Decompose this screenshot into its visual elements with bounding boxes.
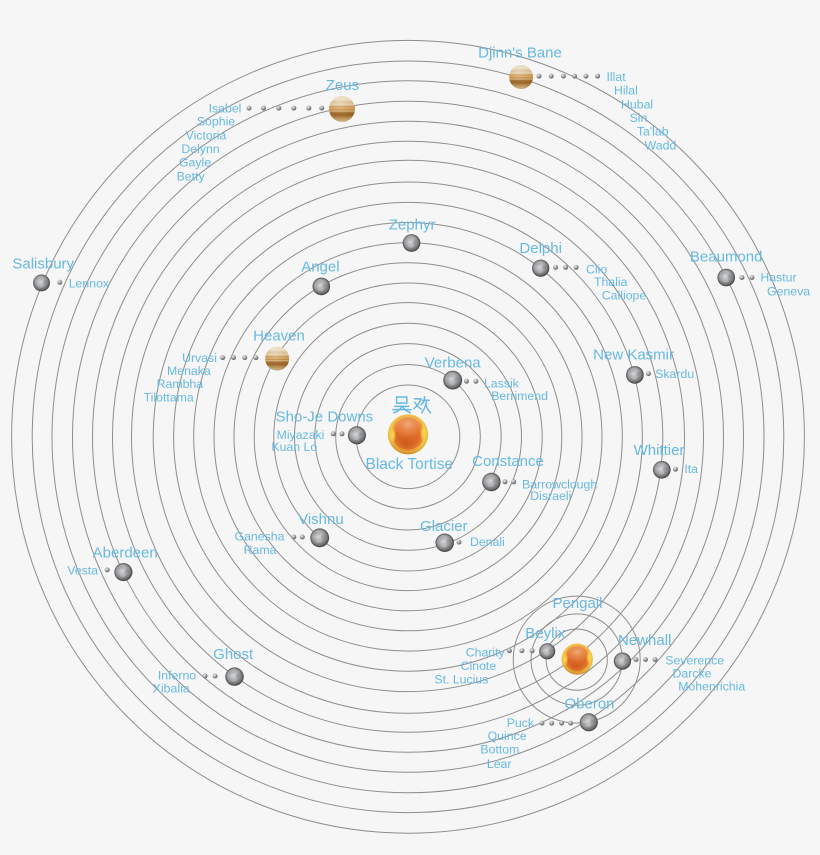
svg-text:Charity: Charity: [466, 646, 506, 660]
svg-text:Betty: Betty: [177, 170, 206, 184]
svg-text:Ita: Ita: [684, 462, 698, 476]
svg-text:Delynn: Delynn: [181, 142, 219, 156]
svg-text:Ta'lab: Ta'lab: [637, 125, 669, 139]
svg-text:Hilal: Hilal: [614, 84, 638, 98]
svg-text:Puck: Puck: [507, 716, 535, 730]
svg-text:Rambha: Rambha: [157, 377, 204, 391]
svg-text:Sophie: Sophie: [197, 115, 235, 129]
svg-text:Hubal: Hubal: [621, 97, 653, 111]
svg-text:Clio: Clio: [586, 263, 607, 277]
svg-text:Xibalia: Xibalia: [153, 682, 190, 696]
svg-text:Vishnu: Vishnu: [298, 511, 344, 528]
svg-text:Zephyr: Zephyr: [389, 217, 436, 234]
svg-text:Miyazaki: Miyazaki: [277, 428, 325, 442]
svg-text:Ganesha: Ganesha: [235, 530, 285, 544]
svg-text:Newhall: Newhall: [618, 632, 671, 649]
svg-text:Victoria: Victoria: [186, 129, 227, 143]
svg-text:Mohenrichia: Mohenrichia: [678, 680, 745, 694]
svg-text:Darcke: Darcke: [673, 666, 712, 680]
svg-text:Tilottama: Tilottama: [144, 390, 194, 404]
svg-text:Lassik: Lassik: [484, 376, 520, 390]
svg-text:Quince: Quince: [488, 729, 527, 743]
svg-text:Isabel: Isabel: [209, 102, 242, 116]
svg-text:Kuan Lo: Kuan Lo: [271, 440, 317, 454]
svg-text:Lennox: Lennox: [69, 276, 110, 290]
svg-text:Djinn's Bane: Djinn's Bane: [478, 45, 562, 62]
svg-text:Whittier: Whittier: [634, 442, 685, 459]
svg-text:Calliope: Calliope: [602, 288, 647, 302]
svg-text:Vesta: Vesta: [67, 563, 98, 577]
svg-text:Heaven: Heaven: [253, 328, 305, 345]
svg-text:Zeus: Zeus: [326, 77, 359, 94]
svg-text:Denali: Denali: [470, 535, 505, 549]
svg-text:Oberon: Oberon: [564, 696, 614, 713]
svg-text:Bottom: Bottom: [480, 743, 519, 757]
svg-text:Aberdeen: Aberdeen: [93, 544, 158, 561]
svg-text:Black Tortise: Black Tortise: [366, 456, 454, 473]
svg-text:Wadd: Wadd: [645, 138, 677, 152]
svg-text:Cinote: Cinote: [461, 659, 497, 673]
svg-text:Verbena: Verbena: [425, 355, 482, 372]
svg-text:New Kasmir: New Kasmir: [593, 346, 674, 363]
svg-text:Glacier: Glacier: [420, 518, 468, 535]
svg-text:Urvasi: Urvasi: [182, 351, 217, 365]
svg-text:Lear: Lear: [487, 757, 512, 771]
svg-text:Barrowclough: Barrowclough: [522, 477, 597, 491]
svg-text:Salisbury: Salisbury: [12, 255, 74, 272]
svg-text:Beaumond: Beaumond: [690, 249, 763, 266]
svg-text:Thalia: Thalia: [594, 275, 628, 289]
svg-text:Pengail: Pengail: [552, 595, 602, 612]
svg-text:Constance: Constance: [472, 453, 544, 470]
svg-text:Geneva: Geneva: [767, 285, 810, 299]
svg-text:Hastur: Hastur: [760, 271, 796, 285]
svg-text:Illat: Illat: [607, 70, 627, 84]
svg-text:Disraeli: Disraeli: [530, 489, 571, 503]
svg-text:Beylix: Beylix: [525, 625, 566, 642]
svg-text:Rama: Rama: [244, 543, 277, 557]
svg-text:Berrimend: Berrimend: [491, 389, 548, 403]
svg-text:Angel: Angel: [301, 259, 339, 276]
svg-text:Sin: Sin: [630, 111, 648, 125]
svg-text:Menaka: Menaka: [167, 364, 211, 378]
svg-text:Gayle: Gayle: [179, 156, 211, 170]
svg-text:Ghost: Ghost: [213, 646, 254, 663]
svg-text:Inferno: Inferno: [158, 668, 196, 682]
svg-text:Severence: Severence: [665, 653, 724, 667]
svg-text:Sho-Je Downs: Sho-Je Downs: [276, 408, 374, 425]
svg-text:St. Lucius: St. Lucius: [434, 673, 488, 687]
svg-text:Skardu: Skardu: [655, 367, 694, 381]
svg-text:Delphi: Delphi: [519, 240, 562, 257]
